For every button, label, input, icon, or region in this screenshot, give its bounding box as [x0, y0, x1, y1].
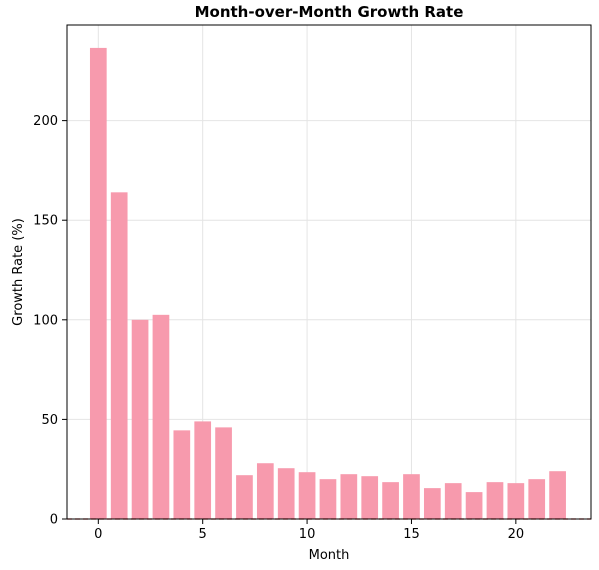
y-tick-label: 100 — [33, 313, 58, 328]
bar — [382, 482, 399, 519]
x-tick-label: 20 — [508, 527, 525, 542]
bar — [528, 479, 546, 519]
bar — [340, 474, 358, 519]
bar — [444, 483, 462, 519]
bar — [465, 492, 483, 519]
bar — [131, 319, 149, 519]
bar — [194, 421, 212, 519]
y-tick-label: 0 — [50, 513, 58, 528]
chart-title: Month-over-Month Growth Rate — [195, 3, 464, 21]
bar — [549, 471, 566, 519]
x-tick-label: 15 — [403, 527, 420, 542]
bars — [89, 47, 566, 520]
plot-frame — [66, 24, 592, 520]
bar — [361, 476, 379, 519]
bar — [173, 430, 191, 519]
bar — [110, 192, 128, 520]
bar — [486, 482, 504, 519]
y-axis-ticks: 0 50 100 150 200 — [33, 114, 67, 528]
y-tick-label: 200 — [33, 114, 58, 129]
bar — [236, 475, 253, 519]
bar — [507, 483, 525, 519]
bar — [277, 468, 295, 519]
bar — [423, 488, 441, 519]
bar — [89, 47, 107, 519]
bar — [152, 314, 170, 519]
y-tick-label: 150 — [33, 214, 58, 229]
y-axis-label: Growth Rate (%) — [11, 218, 26, 326]
y-tick-label: 50 — [41, 413, 58, 428]
bar — [256, 463, 274, 519]
bar — [403, 474, 420, 519]
bar — [298, 472, 316, 519]
x-tick-label: 0 — [94, 527, 102, 542]
bar — [319, 479, 337, 519]
bar — [215, 427, 232, 519]
x-tick-label: 10 — [299, 527, 316, 542]
x-axis-ticks: 0 5 10 15 20 — [94, 519, 524, 542]
x-tick-label: 5 — [199, 527, 207, 542]
x-axis-label: Month — [309, 548, 350, 563]
